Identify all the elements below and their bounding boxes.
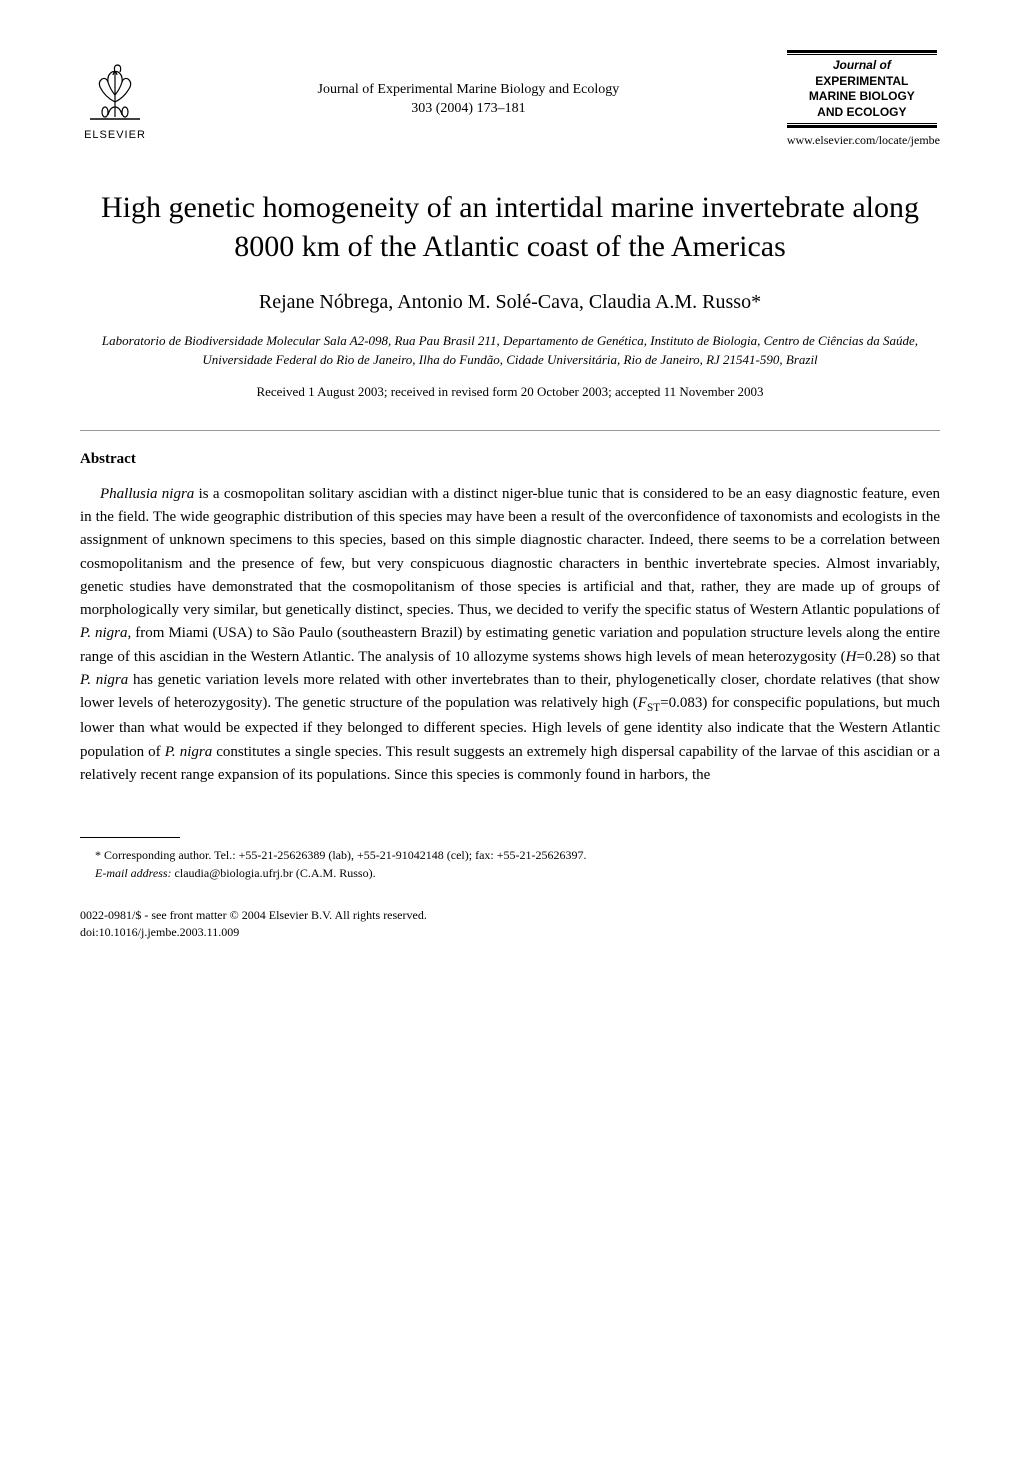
- email-footnote: E-mail address: claudia@biologia.ufrj.br…: [80, 864, 940, 882]
- journal-volume-pages: 303 (2004) 173–181: [170, 99, 767, 119]
- journal-center-info: Journal of Experimental Marine Biology a…: [150, 80, 787, 119]
- publisher-label: ELSEVIER: [84, 129, 146, 141]
- species-name: P. nigra: [80, 672, 128, 688]
- copyright-line: 0022-0981/$ - see front matter © 2004 El…: [80, 907, 940, 924]
- website-url: www.elsevier.com/locate/jembe: [787, 133, 940, 148]
- species-name: P. nigra: [165, 744, 213, 760]
- f-subscript: ST: [647, 702, 660, 714]
- h-variable: H: [846, 649, 857, 665]
- journal-box-line3: MARINE BIOLOGY: [787, 89, 937, 105]
- journal-box-line4: AND ECOLOGY: [787, 105, 937, 121]
- article-title: High genetic homogeneity of an intertida…: [80, 188, 940, 266]
- abstract-heading: Abstract: [80, 451, 940, 468]
- f-variable: F: [638, 695, 647, 711]
- abstract-span: , from Miami (USA) to São Paulo (southea…: [80, 625, 940, 664]
- journal-box-line2: EXPERIMENTAL: [787, 74, 937, 90]
- elsevier-tree-icon: [80, 57, 150, 127]
- abstract-span: is a cosmopolitan solitary ascidian with…: [80, 486, 940, 618]
- bottom-info: 0022-0981/$ - see front matter © 2004 El…: [80, 907, 940, 941]
- journal-box: Journal of EXPERIMENTAL MARINE BIOLOGY A…: [787, 50, 937, 128]
- abstract-span: =0.28) so that: [856, 649, 940, 665]
- journal-box-line1: Journal of: [787, 58, 937, 74]
- box-bottom-thick-line: [787, 125, 937, 128]
- email-address: claudia@biologia.ufrj.br (C.A.M. Russo).: [172, 866, 376, 880]
- publisher-logo: ELSEVIER: [80, 57, 150, 141]
- box-top-thick-line: [787, 50, 937, 53]
- doi-line: doi:10.1016/j.jembe.2003.11.009: [80, 924, 940, 941]
- box-top-thin-line: [787, 54, 937, 55]
- species-name: Phallusia nigra: [100, 486, 194, 502]
- footnote-divider: [80, 837, 180, 838]
- box-bottom-thin-line: [787, 123, 937, 124]
- received-dates: Received 1 August 2003; received in revi…: [80, 384, 940, 400]
- section-divider: [80, 430, 940, 431]
- journal-name: Journal of Experimental Marine Biology a…: [170, 80, 767, 100]
- corresponding-author-footnote: * Corresponding author. Tel.: +55-21-256…: [80, 846, 940, 864]
- header-row: ELSEVIER Journal of Experimental Marine …: [80, 50, 940, 148]
- authors-line: Rejane Nóbrega, Antonio M. Solé-Cava, Cl…: [80, 291, 940, 314]
- species-name: P. nigra: [80, 625, 128, 641]
- abstract-text: Phallusia nigra is a cosmopolitan solita…: [80, 483, 940, 787]
- email-label: E-mail address:: [95, 866, 172, 880]
- affiliation: Laboratorio de Biodiversidade Molecular …: [80, 332, 940, 368]
- journal-box-container: Journal of EXPERIMENTAL MARINE BIOLOGY A…: [787, 50, 940, 148]
